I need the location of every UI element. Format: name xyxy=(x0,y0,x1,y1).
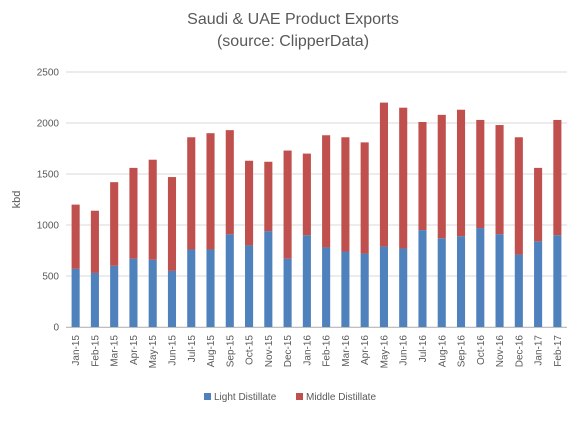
bar-light-distillate xyxy=(302,235,311,327)
x-tick-label: Jun-16 xyxy=(399,335,410,366)
bar-middle-distillate xyxy=(399,107,408,249)
legend-swatch-middle-distillate xyxy=(296,393,303,400)
legend: Light Distillate Middle Distillate xyxy=(204,392,376,403)
bar-middle-distillate xyxy=(553,119,562,236)
bar-middle-distillate xyxy=(322,135,331,248)
x-tick-label: Dec-16 xyxy=(514,335,525,368)
x-tick-label: Nov-15 xyxy=(264,335,275,368)
y-tick-label: 2500 xyxy=(37,68,60,79)
x-tick-label: Jan-17 xyxy=(534,335,545,366)
x-tick-label: Jun-15 xyxy=(167,335,178,366)
bar-middle-distillate xyxy=(206,133,215,250)
y-tick-label: 1000 xyxy=(37,221,60,232)
bar-light-distillate xyxy=(360,253,369,327)
x-tick-label: Sep-16 xyxy=(457,335,468,368)
bar-middle-distillate xyxy=(456,109,466,237)
bar-middle-distillate xyxy=(534,167,543,242)
bar-light-distillate xyxy=(225,234,234,327)
bar-light-distillate xyxy=(206,249,215,327)
legend-swatch-light-distillate xyxy=(204,393,211,400)
x-tick-label: Apr-15 xyxy=(129,335,140,365)
bar-middle-distillate xyxy=(379,102,388,247)
bar-middle-distillate xyxy=(148,159,157,260)
chart-subtitle: (source: ClipperData) xyxy=(217,33,369,50)
bar-light-distillate xyxy=(264,231,273,327)
bar-middle-distillate xyxy=(264,161,273,232)
bar-middle-distillate xyxy=(514,137,523,255)
chart-title: Saudi & UAE Product Exports xyxy=(187,11,399,28)
bar-middle-distillate xyxy=(129,167,138,259)
x-tick-label: May-15 xyxy=(148,335,159,369)
x-tick-label: Apr-16 xyxy=(360,335,371,365)
bar-light-distillate xyxy=(418,230,427,327)
x-tick-label: Feb-15 xyxy=(90,335,101,367)
bars xyxy=(71,102,562,327)
x-tick-label: Jan-16 xyxy=(302,335,313,366)
x-tick-label: Aug-16 xyxy=(437,335,448,368)
bar-light-distillate xyxy=(399,248,408,327)
bar-light-distillate xyxy=(148,259,157,327)
bar-middle-distillate xyxy=(360,142,369,254)
y-tick-label: 1500 xyxy=(37,170,60,181)
bar-light-distillate xyxy=(90,272,99,327)
bar-middle-distillate xyxy=(341,137,350,252)
bar-light-distillate xyxy=(322,247,331,327)
bar-light-distillate xyxy=(456,236,466,327)
x-tick-label: Nov-16 xyxy=(495,335,506,368)
bar-light-distillate xyxy=(129,258,138,327)
y-tick-label: 500 xyxy=(42,272,59,283)
bar-light-distillate xyxy=(514,254,523,327)
bar-light-distillate xyxy=(553,235,562,327)
x-tick-label: Oct-16 xyxy=(476,335,487,365)
bar-middle-distillate xyxy=(283,150,292,259)
bar-light-distillate xyxy=(110,265,119,327)
y-tick-label: 0 xyxy=(53,323,59,334)
y-axis-title: kbd xyxy=(11,191,23,209)
bar-middle-distillate xyxy=(476,119,485,229)
x-tick-label: Jul-15 xyxy=(187,335,198,363)
legend-label-middle-distillate: Middle Distillate xyxy=(306,392,376,403)
bar-middle-distillate xyxy=(225,130,234,235)
x-tick-label: Jul-16 xyxy=(418,335,429,363)
x-tick-label: Aug-15 xyxy=(206,335,217,368)
bar-middle-distillate xyxy=(71,204,80,269)
x-tick-label: Dec-15 xyxy=(283,335,294,368)
bar-middle-distillate xyxy=(110,182,119,266)
y-axis: 0 500 1000 1500 2000 2500 xyxy=(37,68,60,334)
bar-light-distillate xyxy=(341,251,350,327)
x-tick-label: Feb-17 xyxy=(553,335,564,367)
bar-light-distillate xyxy=(476,228,485,327)
x-tick-label: Oct-15 xyxy=(245,335,256,365)
x-tick-label: Sep-15 xyxy=(225,335,236,368)
bar-light-distillate xyxy=(245,245,254,327)
gridlines xyxy=(66,71,567,328)
bar-light-distillate xyxy=(437,238,446,327)
bar-middle-distillate xyxy=(167,177,177,271)
bar-middle-distillate xyxy=(495,125,504,235)
bar-light-distillate xyxy=(283,258,292,327)
x-tick-label: Jan-15 xyxy=(71,335,82,366)
bar-light-distillate xyxy=(167,270,177,327)
bar-middle-distillate xyxy=(418,121,427,231)
x-tick-label: Feb-16 xyxy=(322,335,333,367)
x-axis: Jan-15 Feb-15 Mar-15 Apr-15 May-15 Jun-15 Jul-… xyxy=(66,327,567,369)
bar-middle-distillate xyxy=(187,137,196,250)
y-tick-label: 2000 xyxy=(37,119,60,130)
bar-light-distillate xyxy=(187,249,196,327)
bar-light-distillate xyxy=(495,234,504,327)
bar-middle-distillate xyxy=(245,160,254,246)
bar-middle-distillate xyxy=(90,210,99,273)
x-tick-label: Mar-15 xyxy=(110,335,121,367)
x-tick-label: Mar-16 xyxy=(341,335,352,367)
bar-light-distillate xyxy=(534,241,543,327)
x-tick-label: May-16 xyxy=(379,335,390,369)
bar-light-distillate xyxy=(379,246,388,327)
bar-middle-distillate xyxy=(437,114,446,239)
bar-middle-distillate xyxy=(302,153,311,236)
bar-light-distillate xyxy=(71,268,80,327)
legend-label-light-distillate: Light Distillate xyxy=(214,392,277,403)
